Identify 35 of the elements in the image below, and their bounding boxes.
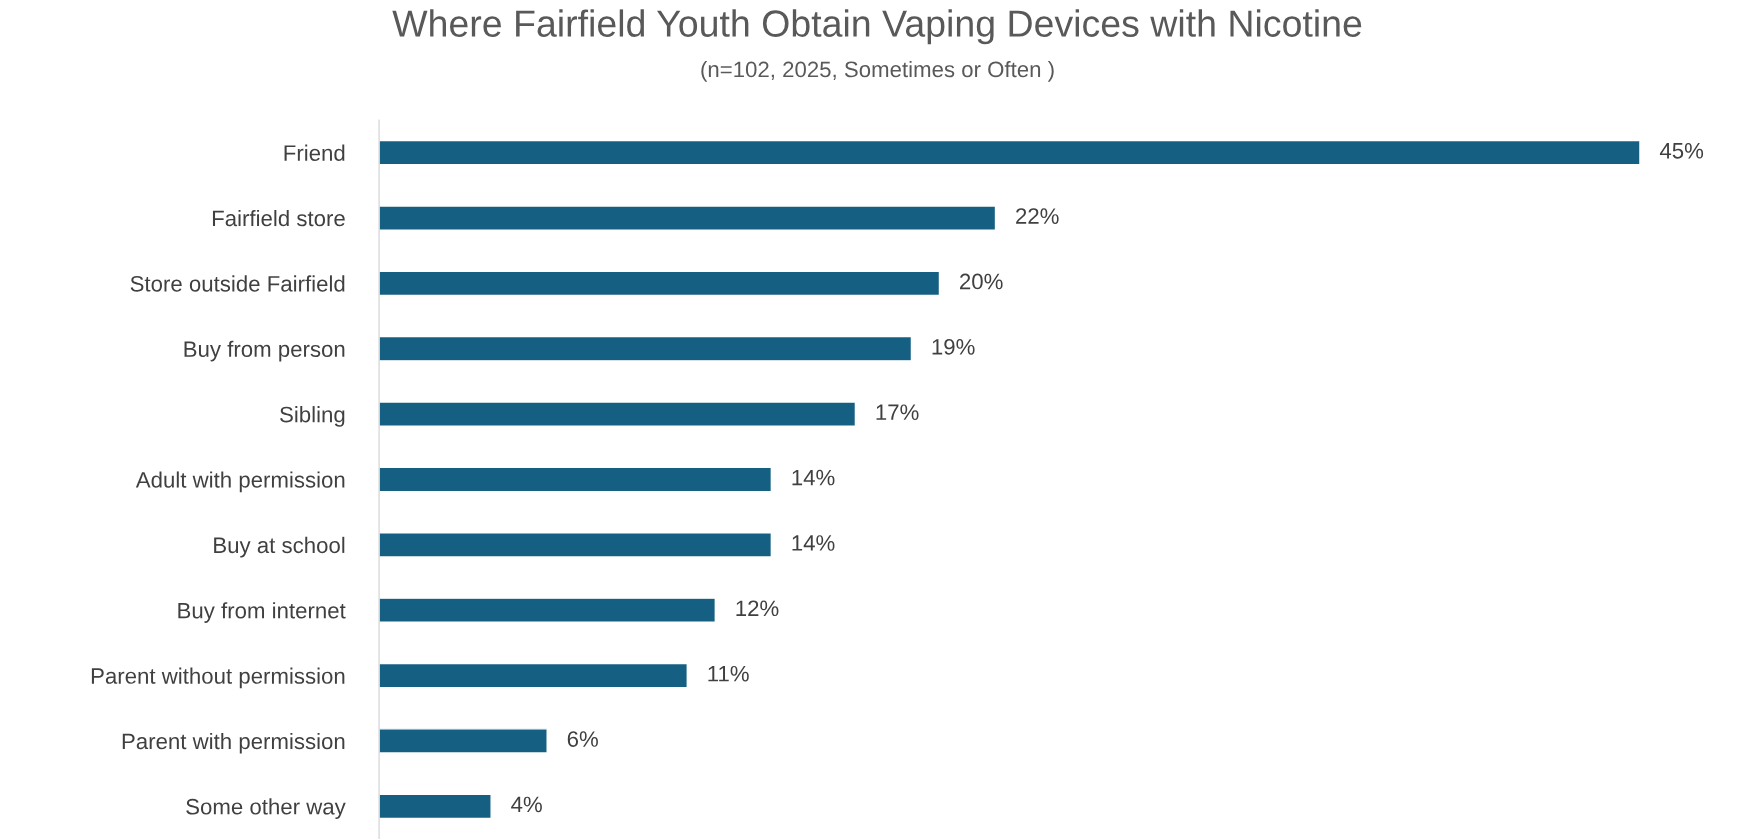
- bar: [379, 532, 773, 558]
- data-label: 6%: [567, 731, 598, 747]
- y-tick-label: Parent with permission: [122, 732, 345, 754]
- y-tick-label: Adult with permission: [135, 471, 345, 493]
- data-label: 19%: [932, 338, 975, 355]
- data-label: 12%: [736, 600, 779, 617]
- y-tick-label: Sibling: [280, 406, 345, 427]
- bar: [379, 270, 941, 297]
- y-tick-label: Some other way: [186, 798, 346, 819]
- bar: [379, 401, 857, 427]
- y-tick-label: Buy from internet: [178, 602, 346, 623]
- data-label: 4%: [511, 796, 542, 813]
- chart-subtitle: (n=102, 2025, Sometimes or Often ): [701, 60, 1054, 82]
- y-tick-label: Store outside Fairfield: [130, 275, 345, 292]
- chart-title: Where Fairfield Youth Obtain Vaping Devices with Nicotine: [392, 9, 1362, 45]
- data-label: 14%: [792, 469, 835, 486]
- bar: [379, 335, 913, 362]
- bar: [379, 662, 688, 689]
- y-tick-label: Friend: [284, 144, 345, 161]
- data-label: 11%: [708, 665, 749, 682]
- y-tick-label: Parent without permission: [91, 667, 345, 689]
- bar: [379, 205, 997, 231]
- y-tick-label: Buy at school: [214, 536, 345, 558]
- bar: [379, 793, 492, 820]
- data-label: 14%: [792, 535, 835, 551]
- bar: [379, 728, 548, 754]
- bar: [379, 139, 1641, 166]
- data-label: 45%: [1659, 142, 1704, 159]
- data-label: 22%: [1016, 208, 1059, 224]
- data-label: 17%: [876, 404, 919, 420]
- bar: [379, 466, 773, 493]
- y-tick-label: Fairfield store: [212, 209, 345, 227]
- y-tick-label: Buy from person: [184, 340, 345, 362]
- data-label: 20%: [960, 273, 1003, 290]
- bar: [379, 597, 717, 624]
